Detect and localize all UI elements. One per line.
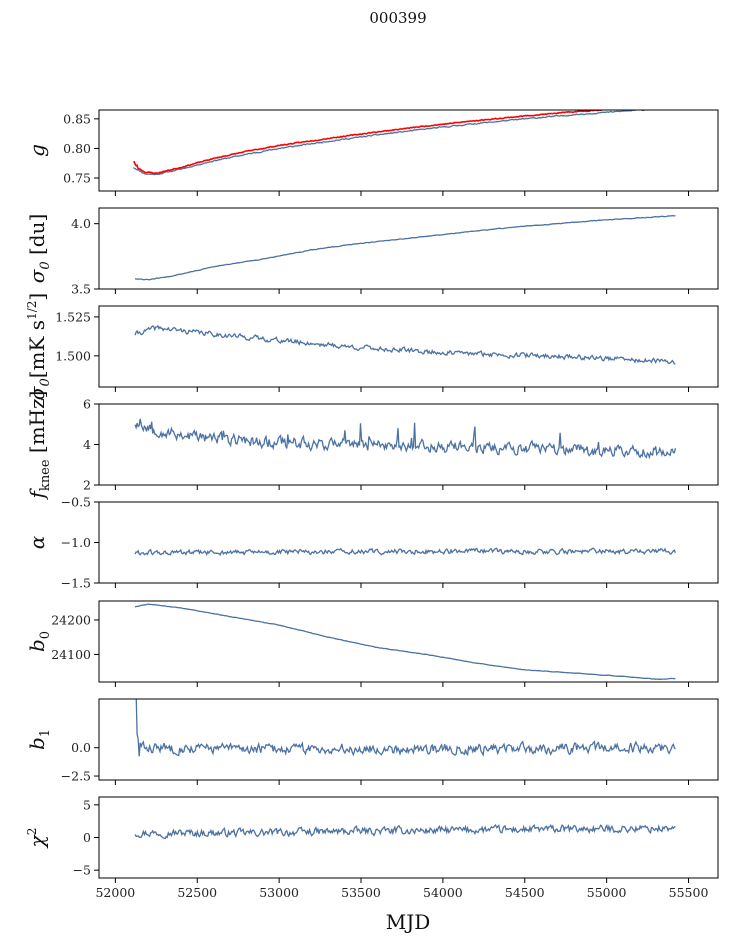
y-tick-label: 0.80: [63, 141, 91, 156]
axes-frame: [98, 207, 719, 290]
y-axis-label: σ0 [du]: [25, 214, 53, 284]
x-tick-label: 54000: [423, 885, 463, 900]
y-axis-label: b1: [25, 729, 53, 750]
x-tick-label: 52000: [95, 885, 135, 900]
series-line-1: [134, 324, 676, 365]
y-axis-label: fknee [mHz]: [25, 391, 53, 501]
y-axis-label: α: [25, 535, 49, 549]
y-tick-label: 0: [83, 830, 91, 845]
x-tick-label: 53500: [341, 885, 381, 900]
x-tick-label: 53000: [259, 885, 299, 900]
y-tick-label: 24200: [51, 612, 91, 627]
y-axis-label: χ2: [25, 828, 49, 850]
series-line-1: [135, 699, 676, 757]
y-axis-label: b0: [25, 631, 53, 652]
y-tick-label: 2: [83, 478, 91, 493]
panels: 0.75 0.80 0.85 g 3.5 4.0 σ0 [du] 1.500 1.525σ0[m…: [25, 109, 719, 900]
axes-frame: [98, 796, 719, 879]
panel-8: 52000 52500 53000 53500 54000 54500 55000 55500…: [25, 796, 719, 900]
series-line-2: [133, 110, 607, 175]
y-tick-label: −5: [73, 863, 91, 878]
axes-frame: [98, 305, 719, 388]
panel-2: 3.5 4.0 σ0 [du]: [25, 207, 719, 297]
series-line-1: [134, 418, 677, 460]
y-axis-label: σ0[mK s1/2]: [25, 293, 53, 400]
y-tick-label: −0.5: [61, 495, 91, 510]
y-tick-label: 24100: [51, 647, 91, 662]
panel-1: 0.75 0.80 0.85 g: [25, 109, 719, 196]
x-axis-label: MJD: [386, 910, 431, 934]
y-tick-label: 0.75: [63, 170, 91, 185]
x-tick-label: 54500: [505, 885, 545, 900]
x-tick-label: 55500: [669, 885, 709, 900]
y-tick-label: 1.525: [55, 309, 91, 324]
axes-frame: [98, 109, 719, 192]
series-line-1: [134, 214, 676, 281]
panel-4: 2 4 6 fknee [mHz]: [25, 391, 719, 501]
panel-7: −2.5 0.0 b1: [25, 698, 719, 785]
y-tick-label: −1.0: [61, 535, 91, 550]
figure-title: 000399: [369, 9, 426, 27]
y-axis-label: g: [25, 144, 49, 157]
y-tick-label: 3.5: [71, 282, 91, 297]
series-line-1: [133, 110, 655, 176]
x-tick-label: 55000: [587, 885, 627, 900]
series-line-1: [134, 823, 676, 840]
y-tick-label: 1.500: [55, 348, 91, 363]
x-tick-label: 52500: [177, 885, 217, 900]
axes-frame: [98, 600, 719, 683]
y-tick-label: 6: [83, 397, 91, 412]
y-tick-label: 4: [83, 437, 91, 452]
axes-frame: [98, 501, 719, 584]
series-line-1: [134, 603, 676, 680]
axes-frame: [98, 698, 719, 781]
panel-6: 24100 24200 b0: [25, 600, 719, 687]
y-tick-label: 5: [83, 797, 91, 812]
y-tick-label: 0.85: [63, 111, 91, 126]
y-tick-label: 0.0: [71, 740, 91, 755]
y-tick-label: −1.5: [61, 576, 91, 591]
y-tick-label: −2.5: [61, 769, 91, 784]
series-line-1: [134, 547, 677, 557]
y-tick-label: 4.0: [71, 216, 91, 231]
panel-5: −1.5 −1.0 −0.5 α: [25, 495, 719, 591]
